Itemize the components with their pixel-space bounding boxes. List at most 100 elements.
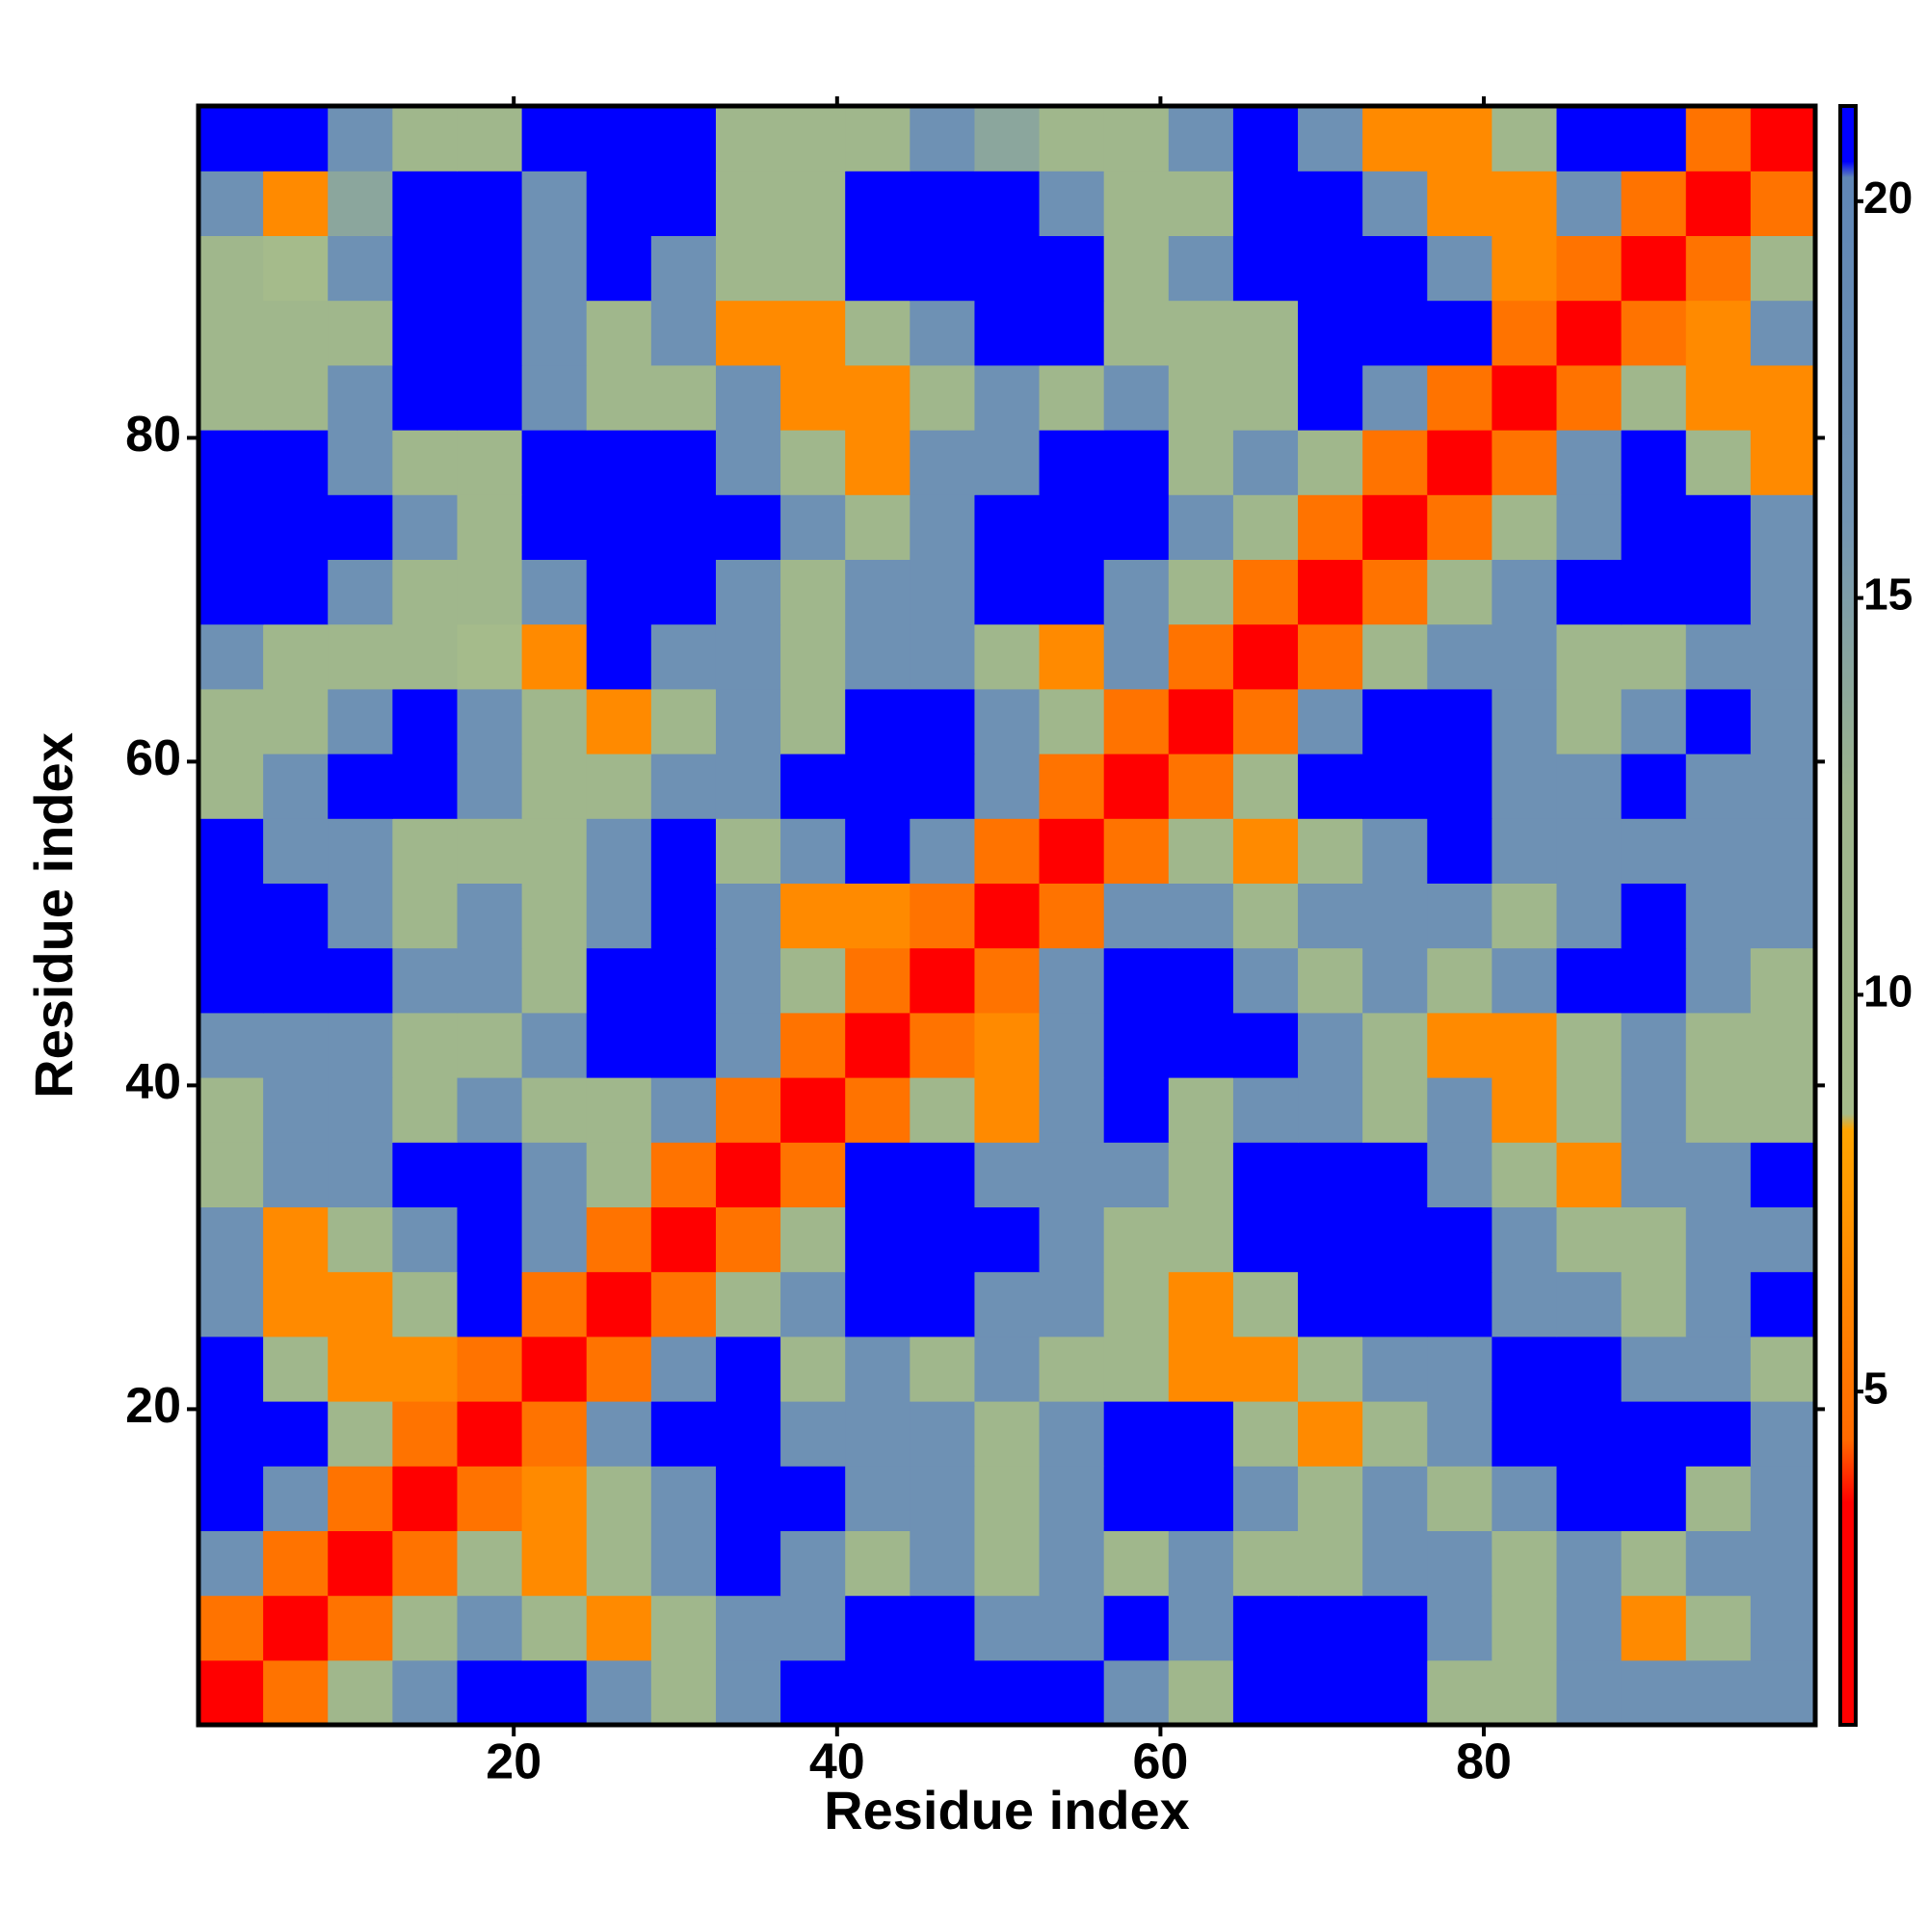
- heatmap-cell: [1621, 364, 1687, 431]
- heatmap-cell: [715, 364, 781, 431]
- heatmap-cell: [1621, 1401, 1687, 1467]
- heatmap-cell: [1685, 1142, 1752, 1207]
- heatmap-cell: [1298, 300, 1363, 366]
- heatmap-cell: [1039, 300, 1105, 366]
- heatmap-cell: [1168, 1401, 1234, 1467]
- heatmap-cell: [198, 818, 264, 884]
- heatmap-cell: [1750, 364, 1816, 431]
- heatmap-cell: [780, 883, 846, 949]
- heatmap-cell: [392, 106, 459, 172]
- heatmap-cell: [263, 883, 329, 949]
- heatmap-cell: [1491, 623, 1558, 690]
- heatmap-cell: [1750, 947, 1816, 1014]
- heatmap-cell: [1232, 1206, 1299, 1273]
- heatmap-cell: [1168, 947, 1234, 1014]
- heatmap-cell: [1750, 1206, 1816, 1273]
- heatmap-cell: [1427, 1466, 1492, 1531]
- heatmap-cell: [1039, 171, 1105, 236]
- heatmap-cell: [521, 947, 588, 1014]
- heatmap-cell: [1621, 430, 1687, 495]
- heatmap-cell: [845, 1206, 911, 1273]
- heatmap-cell: [1168, 1336, 1234, 1402]
- heatmap-cell: [328, 1012, 393, 1078]
- heatmap-cell: [392, 818, 459, 884]
- heatmap-cell: [650, 1595, 717, 1661]
- heatmap-cell: [1491, 1659, 1558, 1726]
- heatmap-cell: [1362, 818, 1428, 884]
- heatmap-cell: [1103, 1206, 1170, 1273]
- heatmap-cell: [328, 1142, 393, 1207]
- heatmap-cell: [715, 1012, 781, 1078]
- heatmap-cell: [392, 1336, 459, 1402]
- heatmap-cell: [521, 171, 588, 236]
- heatmap-cell: [328, 1206, 393, 1273]
- heatmap-cell: [1621, 300, 1687, 366]
- heatmap-cell: [1039, 1530, 1105, 1597]
- heatmap-cell: [1103, 364, 1170, 431]
- heatmap-cell: [1232, 1530, 1299, 1597]
- heatmap-cell: [1039, 623, 1105, 690]
- heatmap-cell: [521, 106, 588, 172]
- heatmap-cell: [392, 1271, 459, 1337]
- heatmap-cell: [910, 235, 976, 302]
- heatmap-cell: [586, 300, 652, 366]
- heatmap-cell: [521, 1659, 588, 1726]
- heatmap-cell: [586, 1142, 652, 1207]
- heatmap-cell: [910, 947, 976, 1014]
- heatmap-cell: [263, 754, 329, 819]
- x-tick-label: 40: [809, 1734, 865, 1790]
- heatmap-cell: [1168, 430, 1234, 495]
- heatmap-cell: [1168, 1142, 1234, 1207]
- heatmap-cell: [715, 559, 781, 625]
- heatmap-cell: [845, 818, 911, 884]
- heatmap-cell: [650, 106, 717, 172]
- heatmap-cell: [1685, 1271, 1752, 1337]
- heatmap-cell: [457, 1077, 523, 1143]
- heatmap-cell: [1750, 1142, 1816, 1207]
- heatmap-cell: [1039, 754, 1105, 819]
- heatmap-cell: [1298, 494, 1363, 560]
- heatmap-cell: [1491, 430, 1558, 495]
- heatmap-cell: [328, 430, 393, 495]
- heatmap-cell: [328, 1466, 393, 1531]
- heatmap-cell: [845, 300, 911, 366]
- heatmap-cell: [1750, 818, 1816, 884]
- heatmap-cell: [910, 818, 976, 884]
- heatmap-cell: [910, 106, 976, 172]
- heatmap-cell: [974, 883, 1041, 949]
- heatmap-cell: [1685, 818, 1752, 884]
- heatmap-cell: [1168, 688, 1234, 754]
- heatmap-cell: [457, 754, 523, 819]
- heatmap-cell: [392, 754, 459, 819]
- heatmap-cell: [1362, 1401, 1428, 1467]
- heatmap-cell: [521, 1077, 588, 1143]
- heatmap-cell: [1039, 818, 1105, 884]
- heatmap-cell: [1621, 494, 1687, 560]
- heatmap-cell: [1168, 1659, 1234, 1726]
- heatmap-cell: [845, 1077, 911, 1143]
- heatmap-cell: [1362, 1142, 1428, 1207]
- heatmap-cell: [1427, 1077, 1492, 1143]
- heatmap-cell: [1362, 1595, 1428, 1661]
- heatmap-cell: [392, 1206, 459, 1273]
- heatmap-cell: [845, 430, 911, 495]
- heatmap-cell: [1168, 106, 1234, 172]
- heatmap-cell: [1427, 494, 1492, 560]
- heatmap-cell: [1103, 818, 1170, 884]
- heatmap-cell: [521, 818, 588, 884]
- heatmap-cell: [392, 559, 459, 625]
- heatmap-cell: [1685, 1336, 1752, 1402]
- heatmap-cell: [1362, 688, 1428, 754]
- heatmap-cell: [1362, 947, 1428, 1014]
- heatmap-cell: [1362, 883, 1428, 949]
- heatmap-cell: [1232, 1012, 1299, 1078]
- heatmap-cell: [1298, 1142, 1363, 1207]
- heatmap-cell: [1685, 1401, 1752, 1467]
- heatmap-cell: [650, 1012, 717, 1078]
- heatmap-cell: [910, 559, 976, 625]
- heatmap-cell: [1491, 688, 1558, 754]
- heatmap-cell: [715, 1142, 781, 1207]
- heatmap-cell: [1427, 688, 1492, 754]
- heatmap-cell: [263, 1206, 329, 1273]
- heatmap-cell: [1039, 1012, 1105, 1078]
